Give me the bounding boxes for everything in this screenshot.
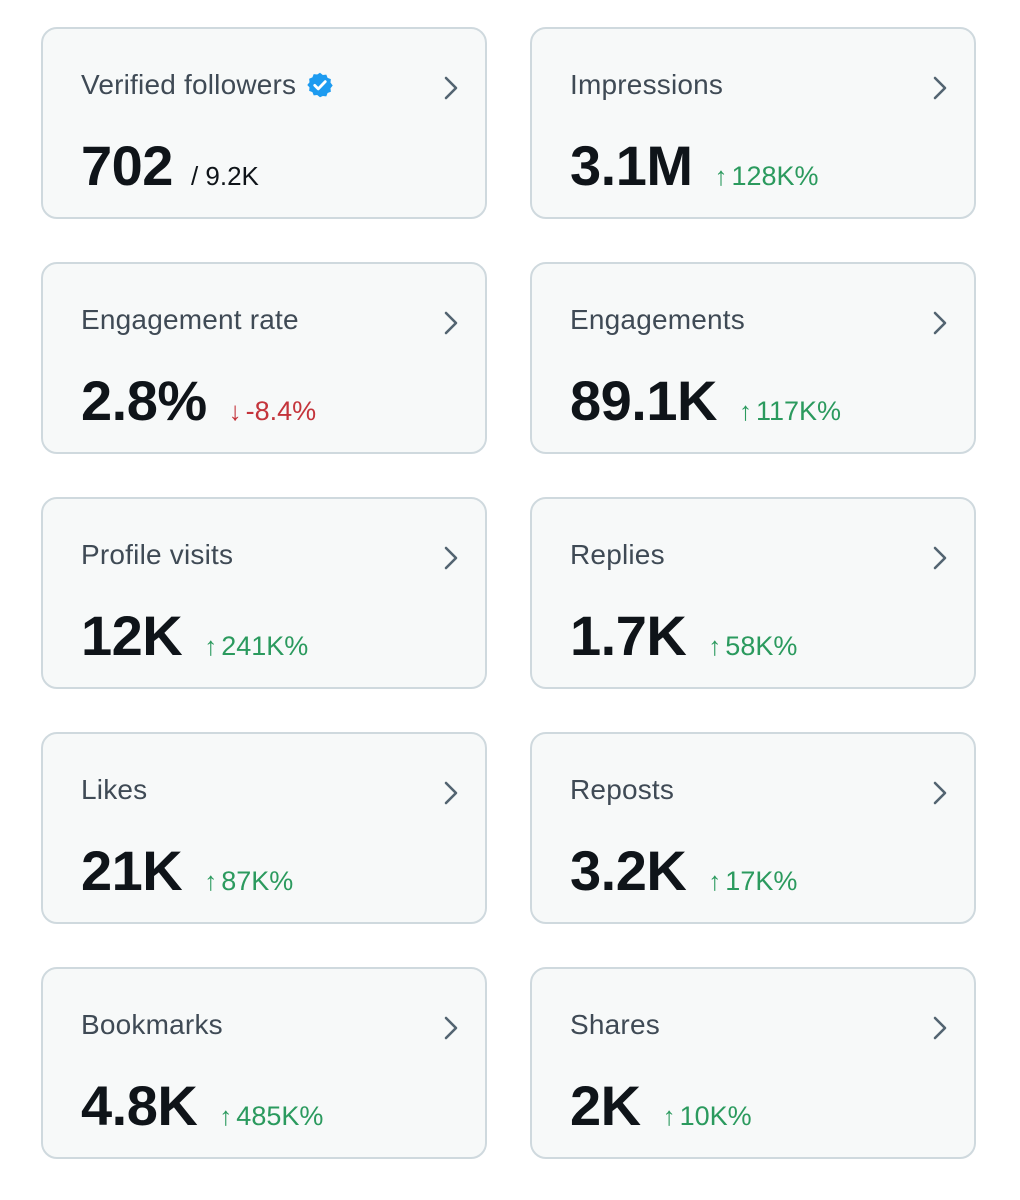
metric-change: ↑ 10K% [663, 1101, 752, 1132]
metric-value: 89.1K [570, 369, 717, 432]
metric-row: 702 / 9.2K [81, 133, 259, 198]
chevron-right-icon[interactable] [930, 310, 950, 336]
card-title: Impressions [570, 69, 723, 101]
change-text: 17K% [725, 866, 798, 896]
metric-value: 2.8% [81, 369, 207, 432]
change-text: 58K% [725, 631, 798, 661]
card-title: Reposts [570, 774, 674, 806]
change-text: 241K% [221, 631, 309, 661]
change-text: 87K% [221, 866, 294, 896]
chevron-right-icon[interactable] [441, 1015, 461, 1041]
card-shares[interactable]: Shares 2K ↑ 10K% [530, 967, 976, 1159]
metric-row: 2K ↑ 10K% [570, 1073, 752, 1138]
metric-change: ↑ 58K% [708, 631, 797, 662]
metric-row: 1.7K ↑ 58K% [570, 603, 797, 668]
card-title-label: Reposts [570, 774, 675, 805]
metric-change: ↓ -8.4% [229, 396, 317, 427]
card-title: Likes [81, 774, 147, 806]
metric-row: 89.1K ↑ 117K% [570, 368, 841, 433]
metric-change: ↑ 17K% [708, 866, 797, 897]
chevron-right-icon[interactable] [441, 310, 461, 336]
card-title: Engagements [570, 304, 745, 336]
card-title-label: Profile visits [81, 539, 234, 570]
metric-value: 21K [81, 839, 183, 902]
metric-change: ↑ 87K% [204, 866, 293, 897]
card-engagement-rate[interactable]: Engagement rate 2.8% ↓ -8.4% [41, 262, 487, 454]
metric-value: 4.8K [81, 1074, 198, 1137]
metric-value: 12K [81, 604, 183, 667]
card-title: Bookmarks [81, 1009, 223, 1041]
card-engagements[interactable]: Engagements 89.1K ↑ 117K% [530, 262, 976, 454]
metric-row: 3.1M ↑ 128K% [570, 133, 819, 198]
change-text: 117K% [755, 396, 841, 426]
card-title-label: Engagements [570, 304, 745, 335]
card-title-label: Engagement rate [81, 304, 299, 335]
card-bookmarks[interactable]: Bookmarks 4.8K ↑ 485K% [41, 967, 487, 1159]
arrow-up-icon: ↑ [738, 396, 752, 426]
arrow-up-icon: ↑ [204, 631, 218, 661]
arrow-up-icon: ↑ [708, 631, 722, 661]
chevron-right-icon[interactable] [930, 780, 950, 806]
verified-badge-icon [307, 72, 333, 98]
chevron-right-icon[interactable] [441, 75, 461, 101]
card-replies[interactable]: Replies 1.7K ↑ 58K% [530, 497, 976, 689]
card-title: Engagement rate [81, 304, 299, 336]
change-text: 485K% [236, 1101, 324, 1131]
arrow-up-icon: ↑ [662, 1101, 676, 1131]
card-title: Replies [570, 539, 665, 571]
arrow-up-icon: ↑ [219, 1101, 233, 1131]
metric-row: 4.8K ↑ 485K% [81, 1073, 323, 1138]
card-title: Profile visits [81, 539, 233, 571]
metric-change: ↑ 241K% [204, 631, 308, 662]
metric-value: 3.2K [570, 839, 687, 902]
metric-value: 2K [570, 1074, 641, 1137]
metric-change: ↑ 485K% [219, 1101, 323, 1132]
card-title-label: Likes [81, 774, 148, 805]
metric-total: / 9.2K [190, 161, 259, 191]
chevron-right-icon[interactable] [930, 1015, 950, 1041]
metric-change: ↑ 117K% [739, 396, 841, 427]
chevron-right-icon[interactable] [930, 545, 950, 571]
card-verified-followers[interactable]: Verified followers 702 / 9.2K [41, 27, 487, 219]
metric-row: 21K ↑ 87K% [81, 838, 293, 903]
change-text: 128K% [731, 161, 819, 191]
metric-change: ↑ 128K% [715, 161, 819, 192]
card-title: Shares [570, 1009, 660, 1041]
metric-value: 3.1M [570, 134, 693, 197]
change-text: -8.4% [245, 396, 317, 426]
card-title: Verified followers [81, 69, 334, 101]
metric-value: 1.7K [570, 604, 687, 667]
card-profile-visits[interactable]: Profile visits 12K ↑ 241K% [41, 497, 487, 689]
card-title-label: Shares [570, 1009, 660, 1040]
card-reposts[interactable]: Reposts 3.2K ↑ 17K% [530, 732, 976, 924]
metric-row: 12K ↑ 241K% [81, 603, 308, 668]
card-impressions[interactable]: Impressions 3.1M ↑ 128K% [530, 27, 976, 219]
change-text: 10K% [679, 1101, 752, 1131]
card-title-label: Replies [570, 539, 665, 570]
arrow-down-icon: ↓ [228, 396, 242, 426]
chevron-right-icon[interactable] [441, 780, 461, 806]
card-title-label: Verified followers [81, 69, 297, 100]
arrow-up-icon: ↑ [204, 866, 218, 896]
chevron-right-icon[interactable] [930, 75, 950, 101]
chevron-right-icon[interactable] [441, 545, 461, 571]
card-title-label: Bookmarks [81, 1009, 223, 1040]
metric-row: 2.8% ↓ -8.4% [81, 368, 316, 433]
arrow-up-icon: ↑ [714, 161, 728, 191]
card-title-label: Impressions [570, 69, 724, 100]
metric-row: 3.2K ↑ 17K% [570, 838, 797, 903]
card-likes[interactable]: Likes 21K ↑ 87K% [41, 732, 487, 924]
arrow-up-icon: ↑ [708, 866, 722, 896]
metric-value: 702 [81, 134, 173, 197]
